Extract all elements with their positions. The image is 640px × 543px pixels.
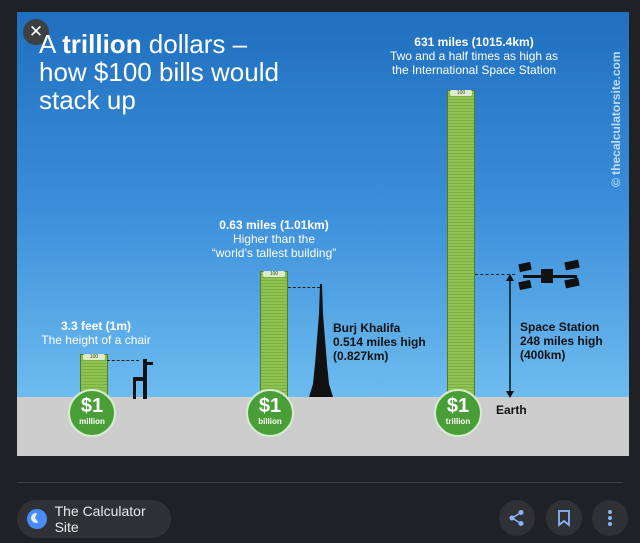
earth-label: Earth	[496, 403, 527, 417]
trillion-coin: $1 trillion	[434, 389, 482, 437]
chair-icon	[133, 359, 153, 399]
iss-height-marker	[475, 274, 515, 275]
label-title: 631 miles (1015.4km)	[414, 35, 534, 49]
million-coin: $1 million	[68, 389, 116, 437]
trillion-stack-bar: 100	[447, 90, 475, 399]
coin-amount: $1	[446, 395, 470, 417]
divider	[17, 482, 623, 483]
coin-unit: billion	[258, 417, 282, 426]
iss-name: Space Station	[520, 320, 600, 334]
burj-height-km: (0.827km)	[333, 349, 389, 363]
burj-name: Burj Khalifa	[333, 321, 401, 335]
iss-height-km: (400km)	[520, 348, 566, 362]
headline-bold: trillion	[62, 29, 142, 59]
billion-stack-bar: 100	[260, 271, 288, 399]
height-marker	[288, 287, 320, 288]
headline-text: A	[39, 29, 63, 59]
billion-coin: $1 billion	[246, 389, 294, 437]
source-name: The Calculator Site	[54, 503, 146, 535]
infographic-headline: A trillion dollars – how $100 bills woul…	[39, 30, 279, 114]
iss-height-miles: 248 miles high	[520, 334, 603, 348]
label-subtitle: The height of a chair	[41, 333, 151, 347]
space-station-label: Space Station 248 miles high (400km)	[520, 320, 603, 362]
burj-height-miles: 0.514 miles high	[333, 335, 426, 349]
save-button[interactable]	[546, 500, 582, 536]
share-button[interactable]	[499, 500, 535, 536]
height-arrow	[506, 274, 514, 398]
burj-khalifa-label: Burj Khalifa 0.514 miles high (0.827km)	[333, 321, 426, 363]
headline-text-end: dollars –	[141, 29, 248, 59]
more-vert-icon	[608, 510, 612, 526]
trillion-stack-label: 631 miles (1015.4km) Two and a half time…	[339, 35, 609, 77]
space-station-icon	[518, 259, 580, 291]
label-title: 3.3 feet (1m)	[60, 319, 132, 333]
label-subtitle: Two and a half times as high as	[389, 49, 559, 63]
headline-line-2: how $100 bills would	[39, 57, 279, 87]
label-subtitle-2: “world’s tallest building”	[211, 246, 337, 260]
coin-amount: $1	[80, 395, 104, 417]
close-icon[interactable]: ✕	[23, 19, 49, 45]
ground	[17, 397, 629, 456]
height-marker	[107, 360, 139, 361]
label-subtitle: Higher than the	[232, 232, 316, 246]
share-icon	[509, 510, 524, 526]
watermark: © thecalculatorsite.com	[609, 51, 623, 187]
image-viewer: ✕ A trillion dollars – how $100 bills wo…	[17, 12, 629, 456]
million-stack-label: 3.3 feet (1m) The height of a chair	[21, 319, 171, 347]
bill-label: 100	[83, 354, 105, 360]
coin-unit: trillion	[445, 417, 471, 426]
bookmark-icon	[558, 510, 570, 527]
headline-line-3: stack up	[39, 85, 136, 115]
bill-label: 100	[450, 90, 472, 96]
burj-khalifa-icon	[309, 284, 333, 397]
globe-icon	[27, 509, 47, 529]
billion-stack-label: 0.63 miles (1.01km) Higher than the “wor…	[189, 218, 359, 260]
source-chip[interactable]: The Calculator Site	[17, 500, 171, 538]
label-subtitle-2: the International Space Station	[391, 63, 557, 77]
coin-amount: $1	[258, 395, 282, 417]
bill-label: 100	[263, 271, 285, 277]
more-options-button[interactable]	[592, 500, 628, 536]
coin-unit: million	[79, 417, 105, 426]
label-title: 0.63 miles (1.01km)	[219, 218, 329, 232]
